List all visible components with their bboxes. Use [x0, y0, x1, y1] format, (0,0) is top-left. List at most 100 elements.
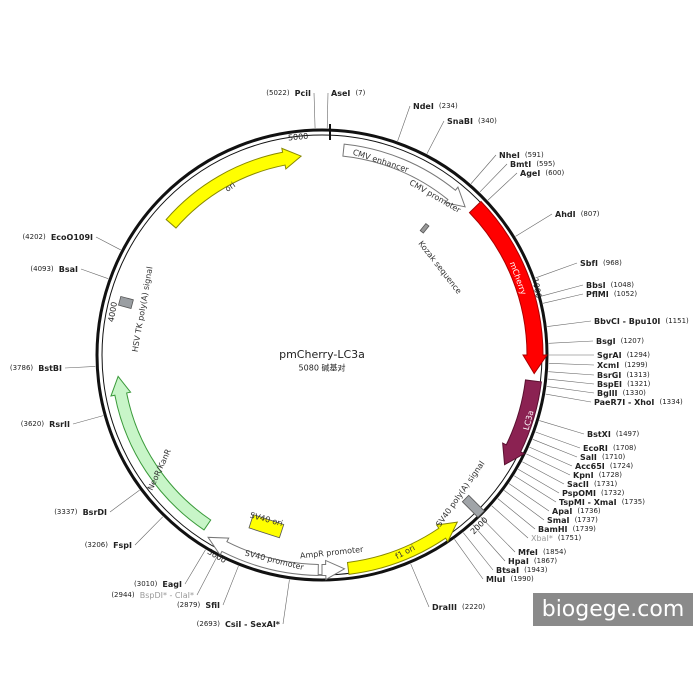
enzyme-label: ApaI (1736): [552, 507, 601, 516]
enzyme-name: SnaBI: [447, 117, 473, 126]
feature-box: [248, 514, 285, 539]
enzyme-position: (807): [581, 210, 600, 218]
enzyme-position: (1497): [616, 430, 640, 438]
enzyme-label: (3620) RsrII: [21, 420, 70, 429]
enzyme-name: XbaI*: [531, 534, 553, 543]
enzyme-leader: [508, 483, 550, 512]
enzyme-position: (2879): [177, 601, 201, 609]
enzyme-position: (2220): [462, 603, 486, 611]
enzyme-label: (4202) EcoO109I: [22, 233, 93, 242]
watermark-box: [533, 593, 693, 626]
enzyme-leader: [184, 549, 206, 585]
enzyme-label: PaeR7I - XhoI (1334): [594, 398, 683, 407]
enzyme-name: NheI: [499, 151, 520, 160]
enzyme-name: BsaI: [59, 265, 78, 274]
feature-arrow: [165, 147, 303, 229]
enzyme-name: HpaI: [508, 557, 529, 566]
enzyme-label: SbfI (968): [580, 259, 622, 268]
watermark: biogege.com: [542, 597, 685, 622]
enzyme-position: (3337): [54, 508, 78, 516]
enzyme-name: PspOMI: [562, 489, 596, 498]
enzyme-label: BsgI (1207): [596, 337, 644, 346]
enzyme-name: BbvCI - Bpu10I: [594, 317, 660, 326]
enzyme-label: (2879) SfiI: [177, 601, 220, 610]
enzyme-position: (3786): [10, 364, 34, 372]
feature-label: Kozak sequence: [416, 239, 463, 295]
feature-arrow: [468, 200, 548, 375]
enzyme-name: SacII: [567, 480, 589, 489]
enzyme-leader: [313, 92, 316, 129]
enzyme-name: SmaI: [547, 516, 569, 525]
enzyme-position: (1330): [623, 389, 647, 397]
enzyme-label: BbvCI - Bpu10I (1151): [594, 317, 689, 326]
enzyme-leader: [548, 371, 595, 376]
enzyme-position: (1731): [594, 480, 618, 488]
enzyme-label: HpaI (1867): [508, 557, 557, 566]
enzyme-leader: [222, 565, 239, 606]
enzyme-name: BamHI: [538, 525, 568, 534]
enzyme-position: (1048): [611, 281, 635, 289]
feature-arrow: [342, 143, 466, 208]
feature-box: [419, 223, 430, 234]
enzyme-leader: [539, 420, 585, 435]
enzyme-name: BmtI: [510, 160, 531, 169]
enzyme-label: BspEI (1321): [597, 380, 651, 389]
enzyme-position: (1732): [601, 489, 625, 497]
enzyme-leader: [410, 563, 430, 608]
feature-label: HSV TK poly(A) signal: [131, 266, 155, 353]
enzyme-leader: [548, 340, 594, 344]
enzyme-label: SnaBI (340): [447, 117, 497, 126]
enzyme-leader: [515, 213, 553, 237]
enzyme-position: (1207): [621, 337, 645, 345]
enzyme-leader: [547, 378, 595, 385]
enzyme-label: Acc65I (1724): [575, 462, 633, 471]
plasmid-name: pmCherry-LC3a: [279, 348, 365, 361]
enzyme-label: (2944) BspDI* - ClaI*: [111, 591, 194, 600]
enzyme-position: (1854): [543, 548, 567, 556]
enzyme-position: (1052): [614, 290, 638, 298]
enzyme-label: BbsI (1048): [586, 281, 634, 290]
feature-arrow: [346, 521, 459, 575]
enzyme-leader: [547, 320, 592, 327]
feature-arrow: [110, 375, 212, 531]
enzyme-position: (1299): [624, 361, 648, 369]
enzyme-name: AseI: [331, 89, 350, 98]
enzyme-position: (1321): [627, 380, 651, 388]
enzyme-name: SfiI: [205, 601, 220, 610]
enzyme-name: BstXI: [587, 430, 611, 439]
enzyme-leader: [514, 475, 557, 503]
feature-box: [117, 295, 134, 309]
enzyme-position: (1736): [577, 507, 601, 515]
enzyme-leader: [426, 120, 445, 154]
enzyme-position: (1867): [534, 557, 558, 565]
enzyme-name: BbsI: [586, 281, 606, 290]
enzyme-name: BspEI: [597, 380, 622, 389]
enzyme-name: BstBI: [38, 364, 62, 373]
enzyme-label: XbaI* (1751): [531, 534, 581, 543]
enzyme-leader: [472, 524, 506, 562]
enzyme-label: DraIII (2220): [432, 603, 486, 612]
tick-label: 4000: [107, 301, 119, 323]
enzyme-position: (1739): [573, 525, 597, 533]
enzyme-name: DraIII: [432, 603, 457, 612]
enzyme-position: (591): [525, 151, 544, 159]
enzyme-leader: [463, 532, 494, 571]
enzyme-position: (1724): [610, 462, 634, 470]
enzyme-position: (5022): [266, 89, 290, 97]
enzyme-name: AhdI: [555, 210, 576, 219]
enzyme-name: SalI: [580, 453, 597, 462]
enzyme-position: (1151): [666, 317, 690, 325]
enzyme-label: BmtI (595): [510, 160, 555, 169]
enzyme-position: (1334): [660, 398, 684, 406]
enzyme-label: AgeI (600): [520, 169, 565, 178]
enzyme-position: (1708): [613, 444, 637, 452]
enzyme-label: NheI (591): [499, 151, 544, 160]
enzyme-leader: [535, 431, 581, 449]
enzyme-label: (3010) EagI: [134, 580, 182, 589]
enzyme-leader: [326, 92, 329, 129]
enzyme-name: MfeI: [518, 548, 538, 557]
enzyme-leader: [541, 284, 584, 297]
enzyme-position: (968): [603, 259, 622, 267]
enzyme-label: EcoRI (1708): [583, 444, 636, 453]
